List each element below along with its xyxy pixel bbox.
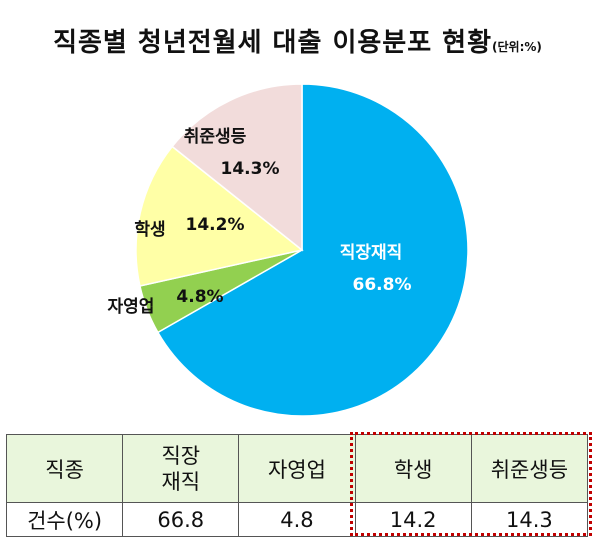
slice-value-label: 66.8%: [353, 275, 412, 295]
table-header-row: 직종 직장 재직 자영업 학생 취준생등: [5, 434, 589, 503]
distribution-table: 직종 직장 재직 자영업 학생 취준생등 건수(%) 66.8 4.8 14.2 …: [5, 434, 589, 537]
slice-category-label: 직장재직: [340, 243, 403, 263]
table-header-cell: 취준생등: [470, 434, 589, 503]
chart-title-unit: (단위:%): [492, 40, 542, 54]
chart-title-main: 직종별 청년전월세 대출 이용분포 현황: [53, 28, 493, 58]
slice-category-label: 학생: [134, 220, 165, 240]
slice-category-label: 자영업: [108, 297, 155, 317]
table-header-cell-text: 직장 재직: [161, 443, 201, 494]
pie-chart: 직장재직 66.8% 자영업 4.8% 학생 14.2% 취준생등 14.3%: [108, 83, 469, 417]
pie-slice: [135, 145, 304, 287]
slice-value-label: 4.8%: [176, 287, 223, 307]
table-header-cell: 직장 재직: [122, 434, 240, 503]
table-cell: 66.8: [122, 502, 240, 537]
slice-value-label: 14.3%: [221, 159, 280, 179]
table-header-cell: 직종: [5, 434, 124, 503]
table-cell: 4.8: [238, 502, 356, 537]
table-cell: 14.3: [470, 502, 589, 537]
table-row-label: 건수(%): [5, 502, 124, 537]
table-header-cell: 학생: [354, 434, 472, 503]
slice-category-label: 취준생등: [184, 126, 247, 147]
table-header-cell: 자영업: [238, 434, 356, 503]
chart-title: 직종별 청년전월세 대출 이용분포 현황(단위:%): [0, 22, 595, 59]
table-row: 건수(%) 66.8 4.8 14.2 14.3: [5, 502, 589, 537]
slice-value-label: 14.2%: [186, 215, 245, 235]
pie-slice: [171, 83, 303, 252]
pie-slice: [156, 83, 469, 417]
table-cell: 14.2: [354, 502, 472, 537]
